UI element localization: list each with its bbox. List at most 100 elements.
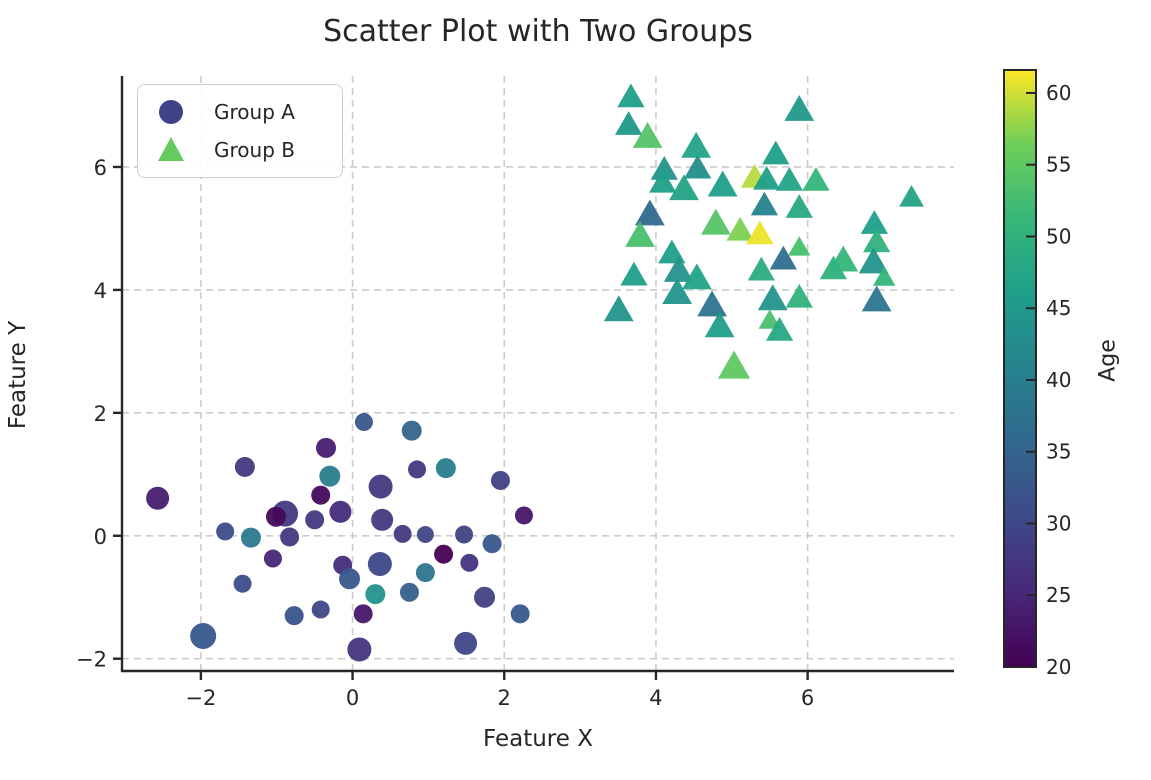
scatter-point-group-a xyxy=(146,486,170,510)
scatter-point-group-a xyxy=(368,474,393,499)
scatter-point-group-b xyxy=(663,256,694,282)
scatter-point-group-a xyxy=(367,552,392,577)
scatter-point-group-b xyxy=(603,295,634,322)
x-tick-label: 0 xyxy=(346,686,359,710)
scatter-point-group-a xyxy=(371,508,394,531)
colorbar-tick-label: 20 xyxy=(1046,655,1071,679)
scatter-point-group-a xyxy=(240,527,261,548)
scatter-point-group-b xyxy=(620,261,648,286)
scatter-point-group-a xyxy=(434,544,454,564)
scatter-point-group-a xyxy=(415,563,435,583)
scatter-point-group-b xyxy=(757,284,788,311)
scatter-point-group-a xyxy=(490,470,510,490)
scatter-point-group-b xyxy=(750,191,779,216)
scatter-point-group-a xyxy=(280,527,300,547)
scatter-point-group-b xyxy=(747,256,775,281)
scatter-point-group-b xyxy=(650,155,678,180)
scatter-point-group-a xyxy=(305,510,325,530)
scatter-point-group-b xyxy=(625,220,655,247)
scatter-point-group-a xyxy=(311,485,331,505)
scatter-point-group-a xyxy=(482,534,502,554)
colorbar-tick-label: 30 xyxy=(1046,511,1071,535)
x-tick-label: 2 xyxy=(498,686,511,710)
colorbar-tick-label: 50 xyxy=(1046,224,1071,248)
scatter-point-group-b xyxy=(681,131,712,158)
y-tick-label: 6 xyxy=(94,156,107,180)
colorbar-tick-label: 45 xyxy=(1046,296,1071,320)
colorbar-label: Age xyxy=(1095,339,1121,382)
scatter-point-group-a xyxy=(234,456,255,477)
legend-item-group-b: Group B xyxy=(156,131,342,169)
scatter-point-group-a xyxy=(284,606,304,626)
scatter-point-group-b xyxy=(785,194,813,218)
scatter-point-group-b xyxy=(858,247,889,274)
scatter-point-group-a xyxy=(316,437,337,458)
y-tick-label: −2 xyxy=(76,648,107,672)
x-tick-label: −2 xyxy=(185,686,216,710)
y-axis-label: Feature Y xyxy=(5,320,31,430)
scatter-point-group-a xyxy=(514,506,533,525)
x-tick-label: 6 xyxy=(801,686,814,710)
legend-item-group-a: Group A xyxy=(156,93,342,131)
scatter-point-group-b xyxy=(784,94,815,121)
legend-label-group-b: Group B xyxy=(214,138,295,162)
scatter-point-group-a xyxy=(190,622,217,649)
scatter-point-group-b xyxy=(658,239,686,264)
scatter-point-group-a xyxy=(454,631,478,655)
scatter-point-group-a xyxy=(408,460,427,479)
scatter-point-group-a xyxy=(354,413,373,432)
scatter-point-group-a xyxy=(393,524,412,543)
scatter-point-group-a xyxy=(311,600,330,619)
scatter-point-group-a xyxy=(474,586,496,608)
y-tick-label: 2 xyxy=(94,402,107,426)
group-a-circle-icon xyxy=(159,100,183,124)
scatter-point-group-a xyxy=(365,584,386,605)
colorbar-tick-label: 35 xyxy=(1046,440,1071,464)
scatter-point-group-b xyxy=(753,165,781,190)
scatter-point-group-b xyxy=(762,140,790,165)
scatter-point-group-b xyxy=(860,210,889,234)
scatter-point-group-a xyxy=(416,526,434,544)
scatter-point-group-a xyxy=(233,574,252,593)
scatter-point-group-a xyxy=(455,525,474,544)
scatter-point-group-b xyxy=(765,317,794,341)
scatter-point-group-b xyxy=(704,311,735,338)
scatter-point-group-a xyxy=(216,522,235,541)
x-axis-label: Feature X xyxy=(483,726,593,752)
scatter-point-group-b xyxy=(684,154,712,179)
scatter-point-group-b xyxy=(769,245,797,270)
scatter-point-group-b xyxy=(707,170,738,197)
scatter-point-group-b xyxy=(700,208,731,235)
scatter-point-group-a xyxy=(347,637,372,662)
colorbar-tick-label: 60 xyxy=(1046,81,1071,105)
scatter-point-group-b xyxy=(788,236,811,256)
scatter-point-group-b xyxy=(785,283,813,308)
scatter-point-group-b xyxy=(617,83,645,108)
colorbar-tick-label: 40 xyxy=(1046,368,1071,392)
scatter-point-group-b xyxy=(899,185,924,207)
scatter-point-group-b xyxy=(634,199,665,226)
scatter-point-group-b xyxy=(662,278,693,305)
chart-title: Scatter Plot with Two Groups xyxy=(323,14,753,49)
scatter-point-group-a xyxy=(460,553,479,572)
scatter-point-group-b xyxy=(682,263,712,290)
scatter-point-group-b xyxy=(697,290,727,317)
scatter-point-group-b xyxy=(614,111,643,135)
colorbar xyxy=(1003,69,1037,668)
scatter-point-group-a xyxy=(510,604,530,624)
scatter-point-group-b xyxy=(649,168,677,193)
scatter-point-group-a xyxy=(435,458,456,479)
scatter-point-group-b xyxy=(775,167,804,191)
group-b-triangle-icon xyxy=(158,137,184,161)
scatter-point-group-b xyxy=(726,216,754,241)
scatter-point-group-a xyxy=(319,465,341,487)
x-tick-label: 4 xyxy=(649,686,662,710)
scatter-point-group-a xyxy=(339,568,361,590)
scatter-point-group-a xyxy=(263,549,282,568)
scatter-point-group-b xyxy=(746,220,774,245)
colorbar-tick-label: 55 xyxy=(1046,153,1071,177)
scatter-point-group-b xyxy=(758,309,781,329)
y-tick-label: 0 xyxy=(94,525,107,549)
